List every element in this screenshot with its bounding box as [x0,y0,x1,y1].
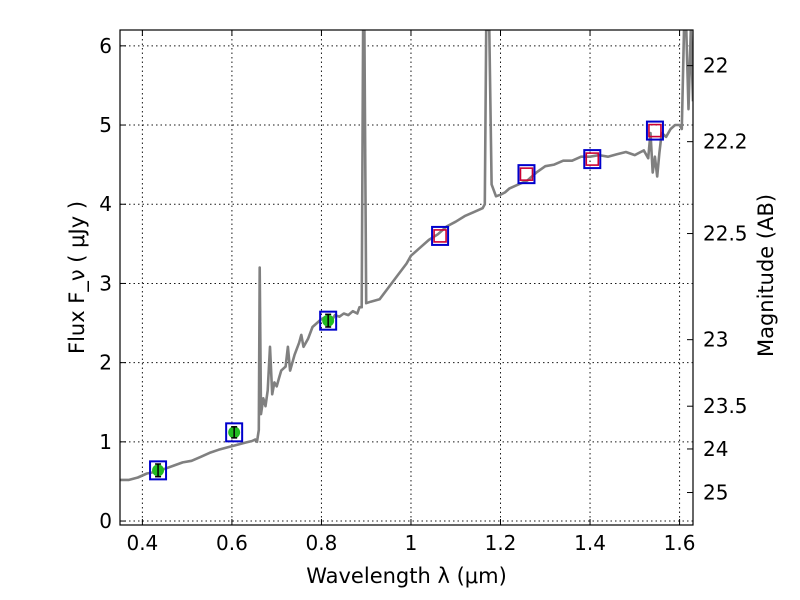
spectrum-series [120,30,693,482]
synthetic-flux-box [645,120,664,141]
y-tick-label: 0 [99,509,112,533]
plot-frame [119,29,694,526]
upper-limit-marker [519,167,534,181]
x-tick-label: 1.6 [664,531,696,555]
synthetic-flux-box [149,460,168,481]
synthetic-flux-box [225,422,244,443]
right-tick-label: 23 [703,328,728,352]
y-tick-label: 3 [99,271,112,295]
right-tick-label: 22 [703,54,728,78]
right-tick-label: 24 [703,437,728,461]
spectrum-line [120,30,693,482]
x-tick-label: 0.4 [126,531,158,555]
grid [120,30,693,525]
photometry-points [149,120,664,481]
synthetic-flux-box [583,149,602,170]
y-tick-label: 4 [99,192,112,216]
x-tick-label: 0.6 [216,531,248,555]
y-tick-label: 2 [99,351,112,375]
axis-ticks: 0.4 0.6 0.8 1 1.2 1.4 1.601234562222.222.52323… [99,30,748,555]
right-tick-label: 22.2 [703,130,748,154]
y-tick-label: 5 [99,113,112,137]
x-tick-label: 1.4 [574,531,606,555]
y-tick-label: 6 [99,34,112,58]
synthetic-flux-box [319,310,338,331]
synthetic-flux-box [431,225,450,246]
right-axis-title: Magnitude (AB) [754,194,778,357]
upper-limit-marker [433,229,447,243]
y-axis-title: Flux F_ν ( μJy ) [65,201,90,354]
x-tick-label: 0.8 [306,531,338,555]
x-tick-label: 1 [405,531,418,555]
y-tick-label: 1 [99,430,112,454]
right-tick-label: 23.5 [703,394,748,418]
x-axis-title: Wavelength λ (μm) [306,564,507,588]
upper-limit-marker [585,152,600,166]
x-tick-label: 1.2 [485,531,517,555]
synthetic-flux-box [517,164,536,185]
upper-limit-marker [648,123,662,138]
right-tick-label: 22.5 [703,222,748,246]
right-tick-label: 25 [703,481,728,505]
